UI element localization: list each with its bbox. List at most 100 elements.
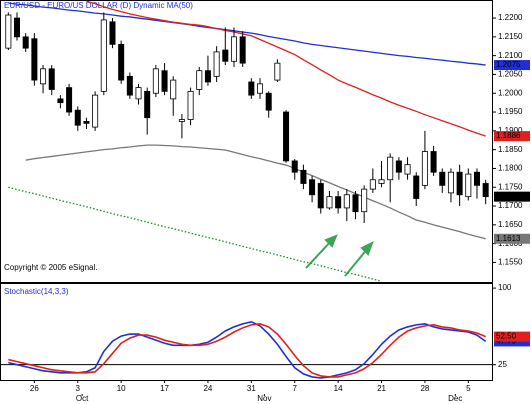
y-tick-label: 1.2200: [498, 13, 523, 22]
candle-body: [22, 36, 29, 49]
candle-body: [40, 68, 47, 85]
candle-body: [118, 43, 125, 81]
ma-line: [25, 144, 486, 240]
y-tick-label: 1.2000: [498, 88, 523, 97]
y-tick-label: 1.1650: [498, 220, 523, 229]
arrow: [344, 247, 369, 277]
candle-body: [326, 196, 333, 209]
y-tick-label: 1.1850: [498, 145, 523, 154]
candle-body: [317, 183, 324, 209]
y-tick-label: 1.1800: [498, 164, 523, 173]
candle-body: [404, 164, 411, 175]
candle-body: [5, 14, 12, 49]
end-label: 1.1725: [496, 192, 521, 201]
candle-body: [395, 160, 402, 173]
copyright: Copyright © 2005 eSignal.: [4, 263, 98, 272]
candle-body: [230, 36, 237, 62]
candle-body: [309, 179, 316, 196]
candle-body: [378, 179, 385, 184]
end-label-box: [494, 331, 530, 342]
y-tick-label: 1.2150: [498, 32, 523, 41]
arrows: [305, 234, 374, 277]
candle-body: [66, 87, 73, 113]
month-label: Nov: [257, 394, 271, 403]
y-tick-label: 1.1700: [498, 201, 523, 210]
candle-body: [430, 151, 437, 173]
candle-body: [413, 175, 420, 199]
price-panel: [0, 0, 493, 283]
ma-line: [8, 2, 486, 66]
end-label: 1.1613: [496, 234, 521, 243]
candle-body: [447, 171, 454, 194]
y-tick-label: 1.1550: [498, 258, 523, 267]
candle-body: [126, 75, 133, 96]
candle-body: [178, 119, 185, 122]
candle-body: [57, 98, 64, 104]
candle-body: [369, 179, 376, 190]
end-label: 1.1886: [496, 131, 521, 140]
candle-body: [291, 160, 298, 173]
x-tick-label: 10: [117, 384, 126, 393]
stochastic-title: Stochastic(14,3,3): [4, 287, 69, 296]
candle-body: [222, 49, 229, 62]
x-tick-label: 28: [420, 384, 429, 393]
ma-line: [8, 320, 487, 379]
y-tick-label: 1.2050: [498, 70, 523, 79]
ma-line: [8, 186, 382, 282]
x-tick-label: 26: [30, 384, 39, 393]
candle-body: [31, 38, 38, 81]
y-tick-label: 1.2100: [498, 51, 523, 60]
x-tick-label: 5: [466, 384, 471, 393]
arrow-head: [324, 234, 338, 248]
x-tick-label: 3: [76, 384, 81, 393]
candle-body: [187, 90, 194, 120]
candle-body: [100, 19, 107, 92]
candle-body: [170, 79, 177, 100]
x-tick-label: 21: [377, 384, 386, 393]
arrow: [305, 239, 333, 269]
candle-body: [265, 92, 272, 111]
month-label: Dec: [448, 394, 462, 403]
candle-body: [439, 171, 446, 186]
candle-body: [74, 109, 81, 126]
y-tick-label: 1.1750: [498, 182, 523, 191]
candle-body: [274, 62, 281, 81]
candle-body: [421, 151, 428, 186]
candle-body: [48, 68, 55, 90]
end-label: 52.50: [496, 332, 517, 341]
stochastic-panel: [0, 283, 493, 381]
candle-body: [300, 169, 307, 184]
x-tick-label: 24: [203, 384, 212, 393]
y-tick-label: 25: [498, 360, 507, 369]
x-tick-label: 31: [247, 384, 256, 393]
candle-body: [92, 94, 99, 128]
candle-body: [14, 17, 21, 38]
arrow-head: [360, 240, 374, 256]
candle-body: [387, 156, 394, 181]
candle-body: [335, 196, 342, 209]
candle-body: [473, 171, 480, 186]
x-tick-label: 7: [293, 384, 298, 393]
candle-body: [283, 111, 290, 162]
end-label: 1.2075: [496, 60, 521, 69]
x-tick-label: 14: [334, 384, 343, 393]
candle-body: [135, 87, 142, 100]
x-tick-label: 17: [160, 384, 169, 393]
candle-body: [204, 70, 211, 83]
candle-body: [152, 68, 159, 94]
candle-body: [482, 183, 489, 198]
candle-body: [248, 81, 255, 96]
candle-body: [196, 70, 203, 90]
candle-body: [456, 171, 463, 196]
candle-body: [109, 21, 116, 45]
y-tick-label: 100: [498, 283, 512, 292]
y-tick-label: 1.1900: [498, 126, 523, 135]
ma-line: [86, 0, 486, 137]
candle-body: [161, 70, 168, 92]
candle-body: [239, 36, 246, 64]
month-label: Oct: [76, 394, 89, 403]
candle-body: [257, 83, 264, 94]
